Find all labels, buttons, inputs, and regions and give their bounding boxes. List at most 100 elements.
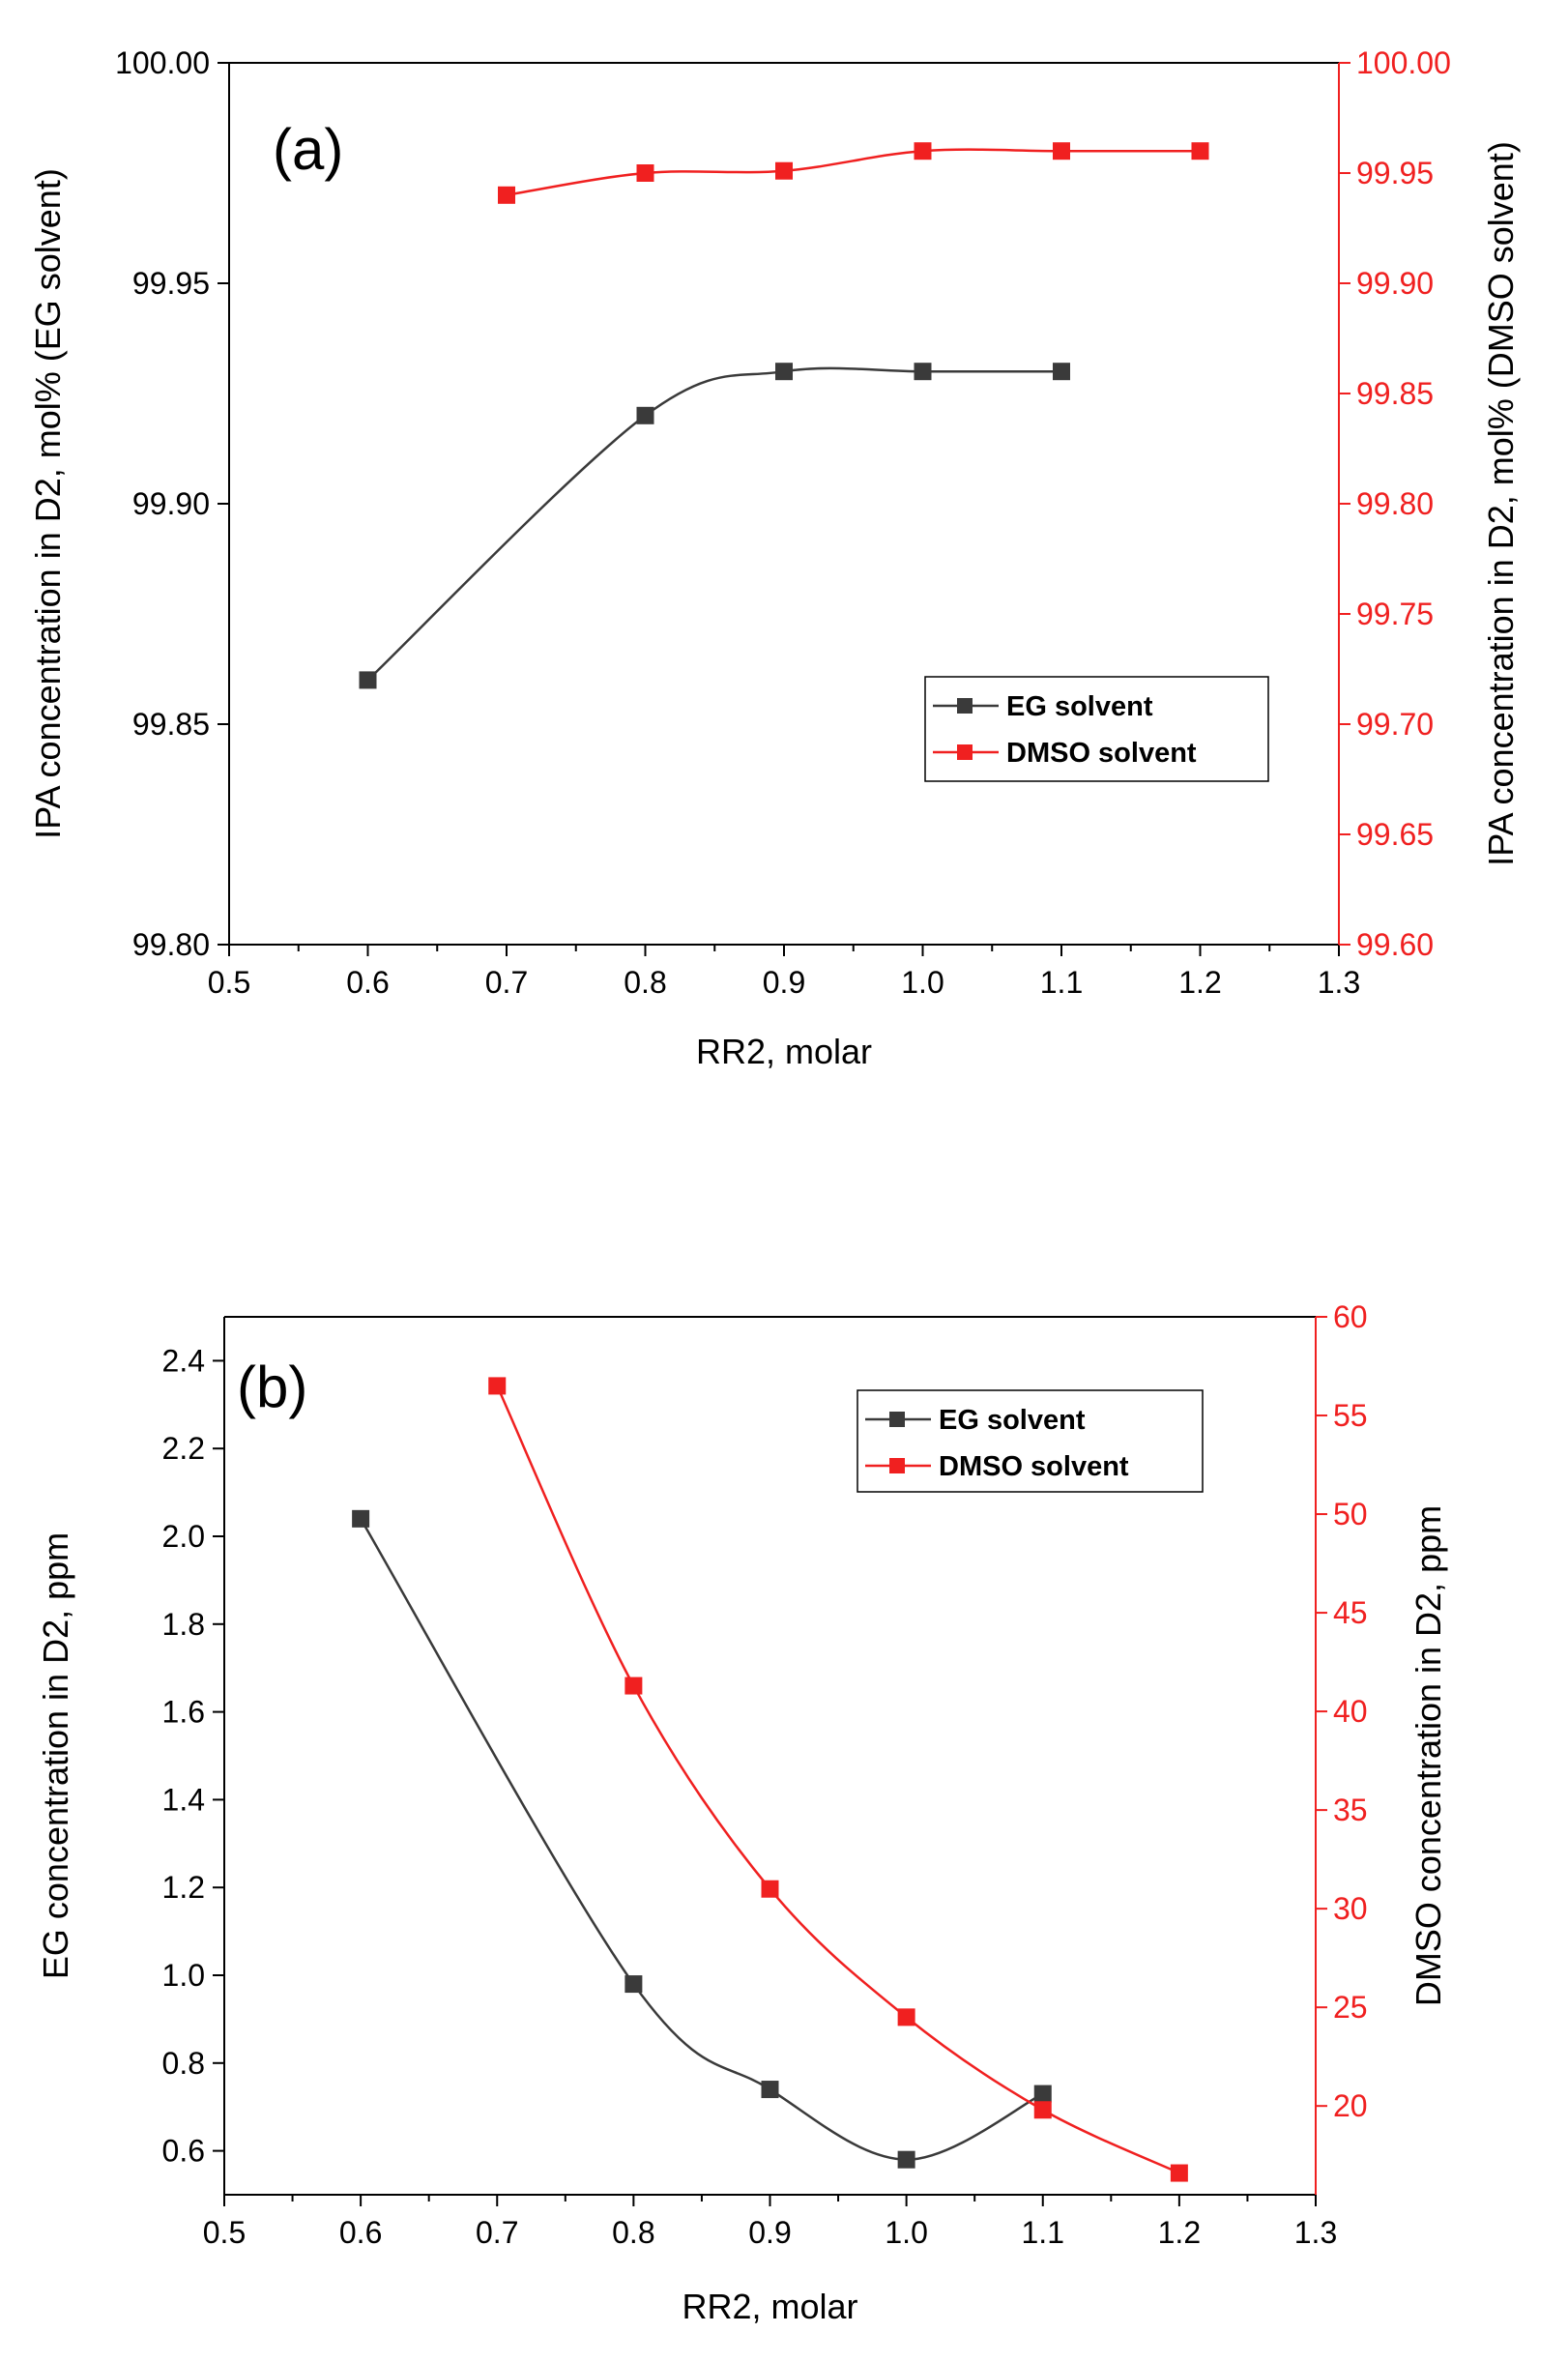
y-left-tick-label: 99.85 — [132, 707, 210, 742]
data-point-dmso — [1053, 142, 1070, 160]
x-tick-label: 1.3 — [1318, 965, 1360, 1000]
legend-marker-eg — [889, 1412, 905, 1427]
data-point-dmso — [775, 161, 793, 180]
x-axis-title: RR2, molar — [696, 1032, 872, 1071]
x-tick-label: 0.9 — [763, 965, 805, 1000]
x-tick-label: 0.5 — [208, 965, 250, 1000]
x-tick-label: 0.7 — [485, 965, 528, 1000]
legend-box — [924, 676, 1269, 782]
x-tick-label: 0.6 — [346, 965, 389, 1000]
data-point-eg — [624, 1975, 643, 1994]
y-left-tick-label: 2.2 — [162, 1431, 205, 1466]
series-line-eg — [360, 1518, 1044, 2161]
y-left-tick-label: 0.6 — [162, 2134, 205, 2169]
y-right-axis-title: IPA concentration in D2, mol% (DMSO solv… — [1481, 141, 1521, 866]
data-point-dmso — [498, 186, 515, 204]
y-left-tick-label: 1.6 — [162, 1695, 205, 1730]
data-point-eg — [914, 363, 932, 381]
y-left-tick-label: 100.00 — [115, 45, 210, 80]
y-right-tick-label: 30 — [1333, 1891, 1368, 1926]
y-right-tick-label: 55 — [1333, 1398, 1368, 1433]
x-axis-title: RR2, molar — [682, 2287, 857, 2326]
y-right-tick-label: 20 — [1333, 2088, 1368, 2123]
y-left-axis-title: EG concentration in D2, ppm — [36, 1532, 75, 1979]
legend-marker-dmso — [889, 1458, 905, 1473]
legend-label-eg: EG solvent — [1006, 691, 1153, 722]
y-right-tick-label: 99.70 — [1356, 707, 1434, 742]
panel-label: (b) — [237, 1355, 307, 1419]
y-left-tick-label: 2.0 — [162, 1519, 205, 1554]
data-point-dmso — [761, 1880, 779, 1898]
legend-marker-dmso — [957, 744, 973, 760]
y-left-tick-label: 1.8 — [162, 1607, 205, 1642]
data-point-dmso — [914, 142, 932, 160]
y-right-tick-label: 99.65 — [1356, 817, 1434, 852]
legend-marker-eg — [957, 698, 973, 714]
legend: EG solvent DMSO solvent — [857, 1389, 1204, 1493]
data-point-dmso — [1191, 142, 1209, 160]
x-tick-label: 1.0 — [901, 965, 944, 1000]
y-left-tick-label: 99.80 — [132, 927, 210, 962]
data-point-eg — [775, 363, 793, 381]
x-tick-label: 1.1 — [1022, 2215, 1064, 2250]
data-point-dmso — [488, 1377, 507, 1395]
x-tick-label: 1.2 — [1178, 965, 1221, 1000]
x-tick-label: 1.2 — [1158, 2215, 1201, 2250]
legend: EG solvent DMSO solvent — [924, 676, 1269, 782]
y-left-tick-label: 99.90 — [132, 486, 210, 521]
data-point-dmso — [636, 164, 654, 182]
y-right-tick-label: 45 — [1333, 1595, 1368, 1630]
x-tick-label: 1.1 — [1040, 965, 1083, 1000]
y-left-tick-label: 1.4 — [162, 1782, 205, 1817]
data-point-eg — [761, 2081, 779, 2099]
data-point-dmso — [897, 2008, 915, 2027]
data-point-dmso — [624, 1677, 643, 1695]
data-point-eg — [1033, 2085, 1052, 2103]
data-point-eg — [352, 1509, 370, 1528]
data-point-dmso — [1033, 2101, 1052, 2119]
y-right-tick-label: 99.75 — [1356, 597, 1434, 631]
x-tick-label: 0.7 — [476, 2215, 518, 2250]
x-tick-label: 0.8 — [624, 965, 666, 1000]
series-line-dmso — [506, 148, 1201, 197]
series-line-dmso — [496, 1385, 1180, 2174]
y-right-tick-label: 25 — [1333, 1990, 1368, 2025]
y-left-tick-label: 2.4 — [162, 1343, 205, 1378]
chart-panel-a: 0.5 0.6 0.7 0.8 0.9 1.0 1.1 1.2 1.3 99.80 99.85 99.… — [28, 45, 1521, 1071]
panel-label: (a) — [273, 117, 343, 182]
data-point-eg — [897, 2150, 915, 2169]
data-point-eg — [1053, 363, 1070, 381]
x-tick-label: 1.3 — [1294, 2215, 1337, 2250]
y-right-tick-label: 99.80 — [1356, 486, 1434, 521]
y-left-tick-label: 99.95 — [132, 266, 210, 301]
data-point-eg — [636, 406, 654, 424]
y-left-tick-label: 0.8 — [162, 2046, 205, 2081]
data-point-dmso — [1170, 2164, 1188, 2182]
y-right-tick-label: 40 — [1333, 1694, 1368, 1729]
x-tick-label: 0.9 — [748, 2215, 791, 2250]
chart-panel-b: 0.5 0.6 0.7 0.8 0.9 1.0 1.1 1.2 1.3 0.6 0.8 1.0 1.2 1… — [36, 1299, 1448, 2326]
y-right-tick-label: 35 — [1333, 1793, 1368, 1827]
y-right-tick-label: 100.00 — [1356, 45, 1451, 80]
y-right-tick-label: 60 — [1333, 1299, 1368, 1334]
x-tick-label: 0.5 — [203, 2215, 246, 2250]
y-right-tick-label: 99.90 — [1356, 266, 1434, 301]
series-line-eg — [366, 366, 1061, 682]
data-point-eg — [359, 671, 377, 689]
x-tick-label: 0.8 — [612, 2215, 654, 2250]
legend-box — [857, 1389, 1204, 1493]
y-left-tick-label: 1.0 — [162, 1958, 205, 1993]
y-right-tick-label: 99.95 — [1356, 156, 1434, 190]
y-right-axis-title: DMSO concentration in D2, ppm — [1408, 1505, 1448, 2006]
x-tick-label: 1.0 — [885, 2215, 927, 2250]
y-left-tick-label: 1.2 — [162, 1870, 205, 1905]
y-left-axis-title: IPA concentration in D2, mol% (EG solven… — [28, 168, 68, 839]
y-right-tick-label: 99.85 — [1356, 376, 1434, 411]
x-tick-label: 0.6 — [339, 2215, 382, 2250]
legend-label-dmso: DMSO solvent — [1006, 738, 1197, 769]
y-right-tick-label: 50 — [1333, 1497, 1368, 1531]
y-right-tick-label: 99.60 — [1356, 927, 1434, 962]
legend-label-dmso: DMSO solvent — [939, 1451, 1129, 1482]
legend-label-eg: EG solvent — [939, 1405, 1086, 1436]
